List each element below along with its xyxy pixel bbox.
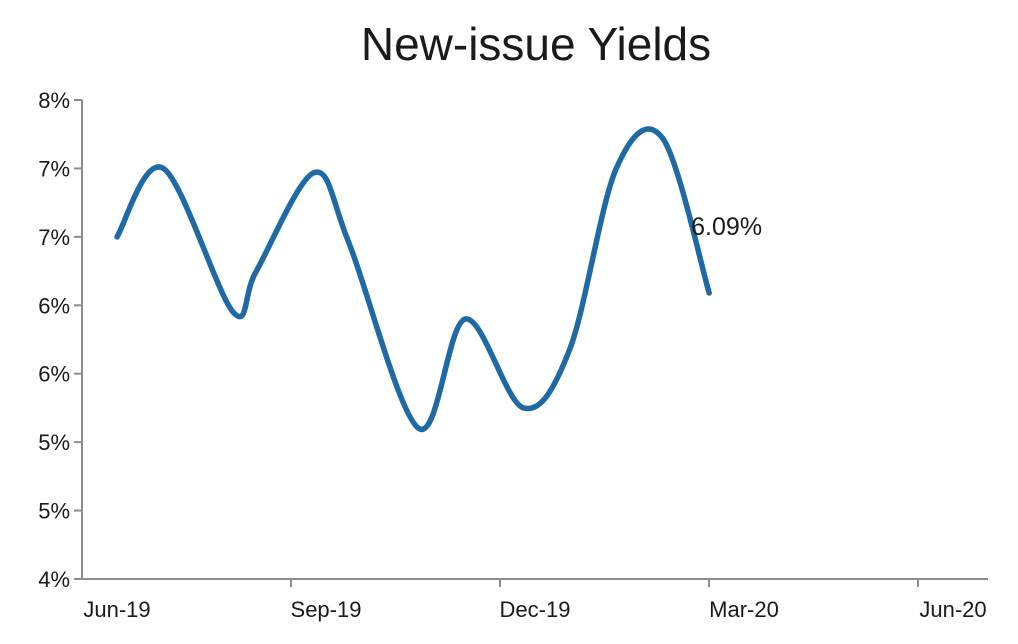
data-label-last-value: 6.09% bbox=[691, 213, 762, 241]
series-line bbox=[114, 126, 712, 432]
annotation-layer: 6.09% bbox=[691, 213, 762, 241]
x-tick-label: Jun-20 bbox=[919, 597, 986, 622]
x-axis: Jun-19 Sep-19 Dec-19 Mar-20 Jun-20 bbox=[82, 578, 988, 622]
y-axis: 4% 5% 5% 6% 6% 7% 7% 8% bbox=[38, 88, 83, 592]
y-tick-label: 5% bbox=[38, 499, 70, 524]
y-tick-label: 7% bbox=[38, 156, 70, 181]
x-tick-label: Dec-19 bbox=[500, 597, 571, 622]
y-tick-label: 4% bbox=[38, 567, 70, 592]
y-tick-label: 7% bbox=[38, 225, 70, 250]
x-tick-label: Mar-20 bbox=[709, 597, 779, 622]
y-tick-label: 6% bbox=[38, 293, 70, 318]
series-layer bbox=[114, 126, 712, 432]
y-tick-label: 8% bbox=[38, 88, 70, 113]
chart-title: New-issue Yields bbox=[361, 18, 711, 70]
x-tick-label: Jun-19 bbox=[83, 597, 150, 622]
x-tick-label: Sep-19 bbox=[291, 597, 362, 622]
y-tick-label: 5% bbox=[38, 430, 70, 455]
y-tick-label: 6% bbox=[38, 362, 70, 387]
